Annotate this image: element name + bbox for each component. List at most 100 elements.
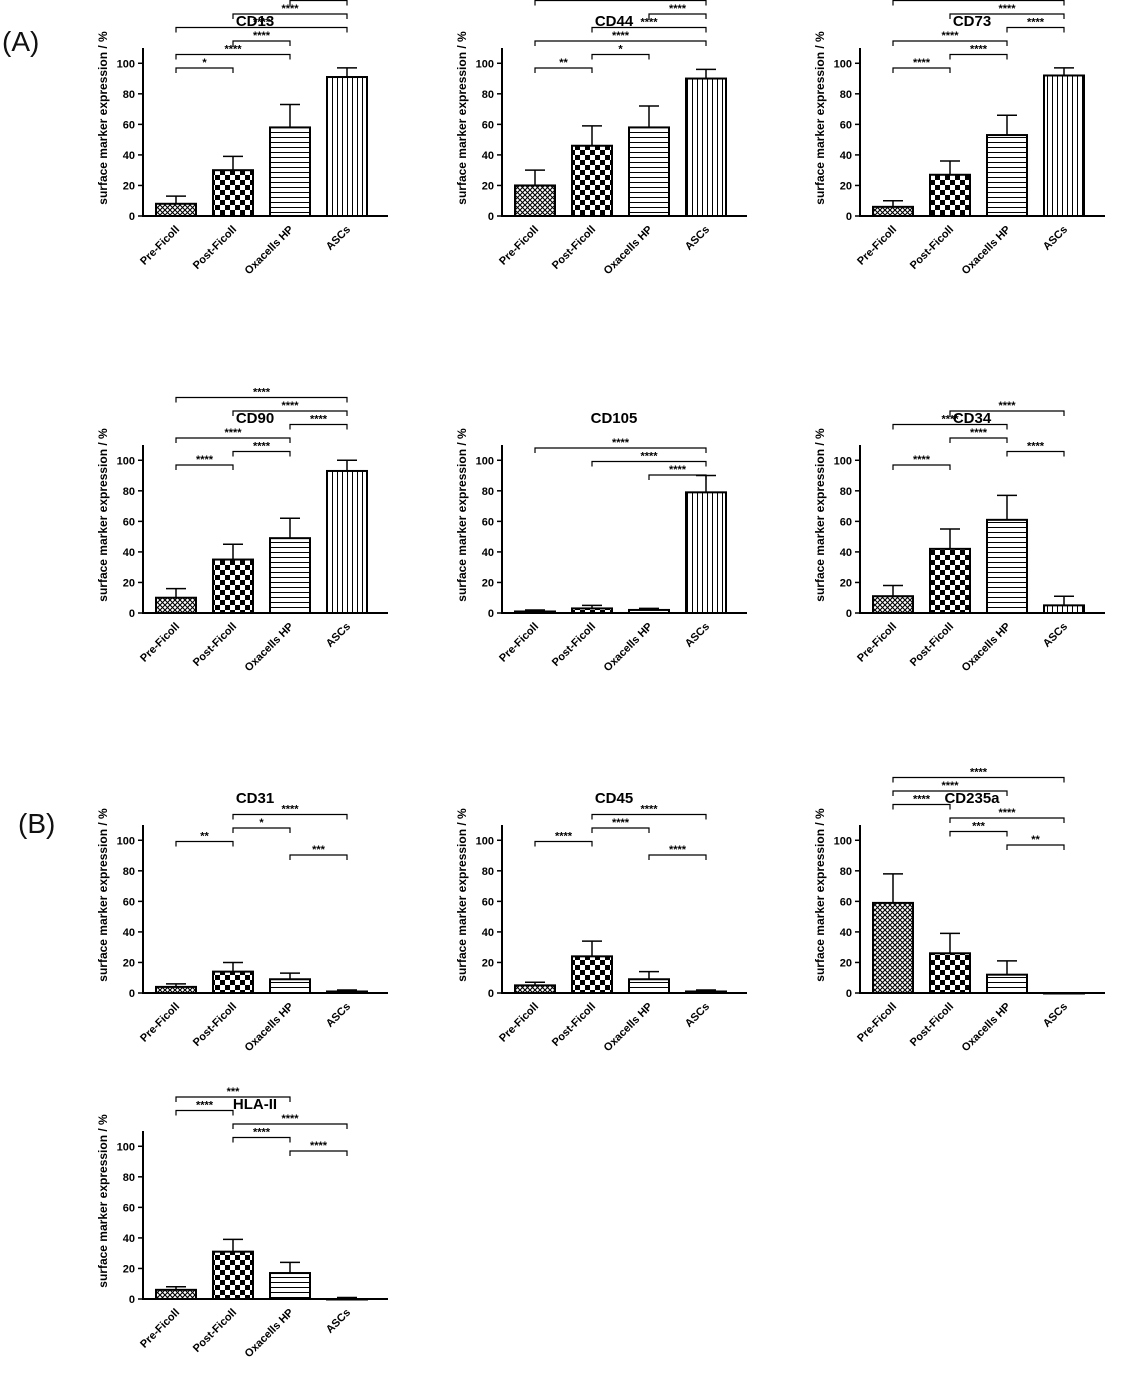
category-label: Pre-Ficoll [138,621,182,665]
category-label: Pre-Ficoll [138,1001,182,1045]
significance-label: **** [253,30,271,42]
y-tick-label: 0 [488,608,494,620]
significance-bracket [648,474,707,480]
significance-bracket [591,53,650,60]
y-axis-label: surface marker expression / % [455,31,469,205]
significance-bracket [591,460,707,467]
category-label: Post-Ficoll [550,224,598,272]
y-tick-label: 40 [123,150,135,162]
y-tick-label: 40 [482,150,494,162]
panel-label-b: (B) [18,808,56,839]
y-tick-label: 20 [840,180,852,192]
significance-bracket [289,423,348,430]
y-tick-label: 40 [482,547,494,559]
chart-cd90: CD90 surface marker expression / % 0 20 40 60… [96,387,388,674]
significance-bracket [1006,26,1065,33]
y-tick-label: 100 [834,835,852,847]
significance-bracket [232,827,291,833]
chart-cd73: CD73 surface marker expression / % 0 20 40 60… [813,0,1105,277]
y-tick-label: 40 [482,927,494,939]
significance-bracket [949,817,1065,823]
bar-ascs [1043,604,1085,615]
y-tick-label: 20 [123,957,135,969]
chart-cd44: CD44 surface marker expression / % 0 20 40 60… [455,0,747,277]
significance-bracket [534,40,707,46]
category-label: Post-Ficoll [191,621,239,669]
bar-post-ficoll [212,169,254,218]
chart-title: CD45 [595,790,633,807]
bar-oxacells-hp [269,1272,311,1301]
significance-bracket [892,67,951,73]
significance-bracket [648,854,707,860]
y-tick-label: 80 [123,89,135,101]
significance-label: **** [310,1140,328,1152]
significance-label: **** [669,464,687,476]
category-label: Oxacells HP [243,224,296,277]
category-label: Post-Ficoll [908,621,956,669]
significance-bracket [232,450,291,457]
bar-oxacells-hp [269,537,311,614]
y-axis-label: surface marker expression / % [813,428,827,602]
bar-post-ficoll [571,955,613,995]
category-label: ASCs [324,224,353,253]
significance-label: **** [669,3,687,15]
significance-label: **** [941,414,959,426]
bar-oxacells-hp [628,126,670,217]
y-tick-label: 0 [129,211,135,223]
significance-bracket [949,830,1008,837]
category-label: Post-Ficoll [550,1001,598,1049]
significance-label: **** [998,807,1016,819]
chart-title: CD34 [953,410,992,427]
y-tick-label: 80 [482,89,494,101]
y-tick-label: 60 [840,119,852,131]
significance-label: **** [970,767,988,779]
chart-title: CD44 [595,13,634,30]
significance-bracket [175,1109,234,1116]
significance-label: **** [253,1127,271,1139]
y-tick-label: 100 [476,835,494,847]
y-tick-label: 60 [123,119,135,131]
bar-ascs [685,990,727,994]
category-label: Pre-Ficoll [855,224,899,268]
significance-bracket [949,13,1065,19]
bar-oxacells-hp [986,518,1028,614]
chart-title: CD73 [953,13,991,30]
significance-label: **** [612,0,630,2]
bar-pre-ficoll [155,985,197,995]
y-axis-label: surface marker expression / % [813,808,827,982]
significance-bracket [1006,844,1065,850]
significance-bracket [591,827,650,833]
significance-label: ** [1031,834,1040,846]
y-tick-label: 40 [123,1233,135,1245]
bar-oxacells-hp [986,973,1028,995]
significance-bracket [175,26,348,33]
y-axis-label: surface marker expression / % [813,31,827,205]
chart-cd13: CD13 surface marker expression / % 0 20 40 60… [96,0,388,277]
chart-cd31: CD31 surface marker expression / % 0 20 40 60… [96,790,388,1054]
chart-title: CD31 [236,790,274,807]
y-tick-label: 20 [840,957,852,969]
y-tick-label: 80 [840,89,852,101]
bar-ascs [326,76,368,217]
bar-post-ficoll [929,173,971,218]
category-label: Oxacells HP [960,621,1013,674]
bar-post-ficoll [571,607,613,614]
y-axis-label: surface marker expression / % [96,428,110,602]
y-tick-label: 80 [123,866,135,878]
bar-post-ficoll [212,970,254,994]
y-tick-label: 60 [482,896,494,908]
y-tick-label: 40 [840,150,852,162]
significance-bracket [949,53,1008,60]
bar-pre-ficoll [155,596,197,615]
category-label: ASCs [1041,1001,1070,1030]
significance-label: **** [612,437,630,449]
y-tick-label: 20 [123,577,135,589]
significance-bracket [892,790,1008,796]
charts-root: CD13 surface marker expression / % 0 20 40 60… [96,0,1105,1360]
y-tick-label: 100 [476,455,494,467]
bar-post-ficoll [571,144,613,217]
bar-pre-ficoll [514,610,556,614]
y-tick-label: 60 [482,119,494,131]
significance-bracket [175,464,234,470]
significance-label: **** [913,57,931,69]
